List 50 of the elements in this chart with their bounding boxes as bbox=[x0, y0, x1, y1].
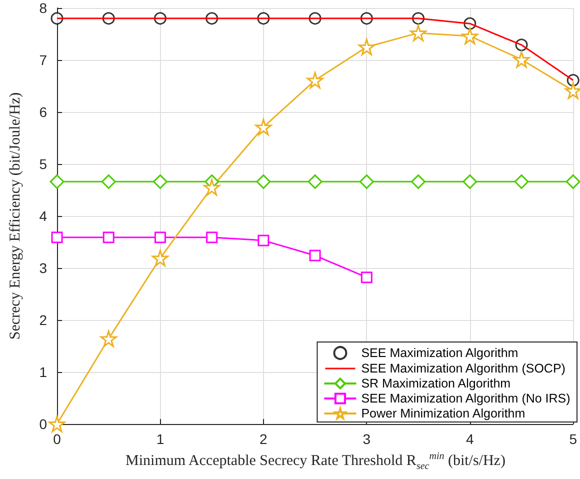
legend-label: SEE Maximization Algorithm (No IRS) bbox=[361, 392, 570, 406]
point bbox=[101, 174, 116, 189]
point bbox=[514, 174, 529, 189]
y-tick-label: 3 bbox=[39, 260, 48, 276]
point bbox=[566, 174, 580, 189]
x-tick-label: 4 bbox=[466, 431, 474, 447]
point bbox=[258, 234, 270, 246]
legend-label: SEE Maximization Algorithm (SOCP) bbox=[361, 362, 566, 376]
point bbox=[306, 72, 324, 89]
point bbox=[462, 174, 478, 189]
legend-label: SR Maximization Algorithm bbox=[361, 376, 511, 390]
point bbox=[462, 28, 478, 44]
point bbox=[50, 174, 64, 189]
legend-label: Power Minimization Algorithm bbox=[361, 406, 526, 420]
x-tick-label: 1 bbox=[156, 431, 164, 447]
legend-label: SEE Maximization Algorithm bbox=[361, 346, 518, 360]
point bbox=[308, 174, 322, 189]
y-tick-label: 0 bbox=[39, 416, 48, 432]
point bbox=[50, 12, 64, 25]
y-tick-label: 6 bbox=[39, 104, 48, 120]
point bbox=[358, 38, 375, 56]
point bbox=[410, 24, 427, 42]
point bbox=[564, 82, 580, 99]
y-tick-label: 1 bbox=[39, 364, 48, 380]
x-tick-label: 0 bbox=[53, 431, 62, 447]
y-axis-title: Secrecy Energy Efficiency (bit/Joule/Hz) bbox=[8, 92, 24, 340]
y-tick-label: 2 bbox=[39, 312, 48, 328]
point bbox=[152, 250, 168, 266]
point bbox=[204, 179, 220, 196]
point bbox=[102, 232, 114, 244]
y-tick-label: 8 bbox=[39, 0, 48, 16]
point bbox=[154, 232, 166, 244]
point bbox=[206, 232, 218, 244]
point bbox=[359, 174, 374, 189]
point bbox=[100, 330, 117, 347]
y-tick-label: 5 bbox=[39, 156, 48, 172]
point bbox=[152, 174, 168, 189]
point bbox=[513, 51, 530, 68]
y-tick-label: 4 bbox=[39, 208, 48, 224]
x-tick-label: 5 bbox=[569, 431, 578, 447]
x-axis-title: Minimum Acceptable Secrecy Rate Threshold R$_{sec}$$^{min}$ (bit/s/Hz) bbox=[124, 451, 506, 472]
x-tick-label: 3 bbox=[362, 431, 371, 447]
point bbox=[411, 174, 426, 189]
point bbox=[51, 232, 63, 244]
y-tick-label: 7 bbox=[39, 52, 48, 68]
point bbox=[360, 272, 372, 284]
point bbox=[309, 250, 321, 262]
x-tick-label: 2 bbox=[260, 431, 268, 447]
point bbox=[256, 174, 271, 189]
point bbox=[255, 118, 272, 136]
